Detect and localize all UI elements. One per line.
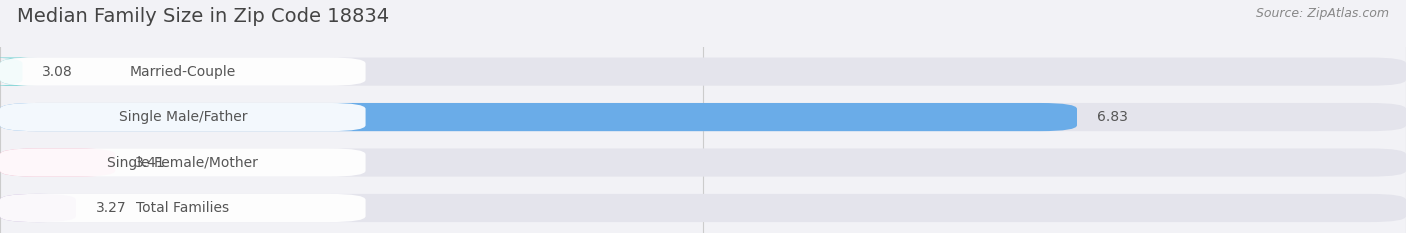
Text: 3.41: 3.41: [135, 156, 166, 170]
FancyBboxPatch shape: [0, 148, 1406, 177]
Text: 3.08: 3.08: [42, 65, 73, 79]
FancyBboxPatch shape: [0, 103, 1077, 131]
Text: Source: ZipAtlas.com: Source: ZipAtlas.com: [1256, 7, 1389, 20]
Text: Married-Couple: Married-Couple: [129, 65, 236, 79]
Text: Single Male/Father: Single Male/Father: [118, 110, 247, 124]
Text: Median Family Size in Zip Code 18834: Median Family Size in Zip Code 18834: [17, 7, 389, 26]
FancyBboxPatch shape: [0, 103, 366, 131]
FancyBboxPatch shape: [0, 58, 366, 86]
FancyBboxPatch shape: [0, 194, 1406, 222]
FancyBboxPatch shape: [0, 148, 366, 177]
FancyBboxPatch shape: [0, 194, 76, 222]
FancyBboxPatch shape: [0, 58, 37, 86]
FancyBboxPatch shape: [0, 148, 115, 177]
FancyBboxPatch shape: [0, 103, 1406, 131]
FancyBboxPatch shape: [0, 194, 366, 222]
Text: Total Families: Total Families: [136, 201, 229, 215]
Text: 3.27: 3.27: [96, 201, 127, 215]
Text: Single Female/Mother: Single Female/Mother: [107, 156, 259, 170]
FancyBboxPatch shape: [0, 58, 1406, 86]
Text: 6.83: 6.83: [1097, 110, 1128, 124]
